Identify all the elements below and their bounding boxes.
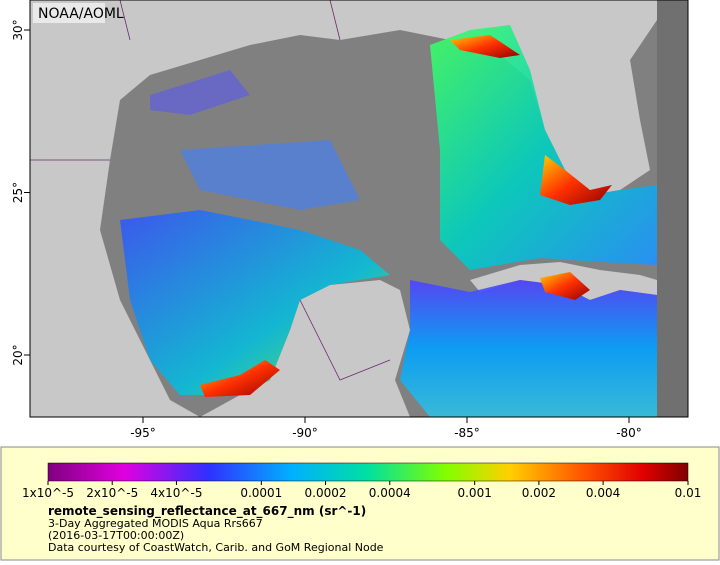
border-line xyxy=(30,0,391,381)
coastal-high xyxy=(540,272,590,300)
colorbar-tick-label: 0.0001 xyxy=(240,486,282,500)
colorbar xyxy=(47,462,689,482)
x-tick-label: -95° xyxy=(130,426,156,440)
data-swath xyxy=(400,280,657,417)
data-swath xyxy=(180,140,360,210)
colorbar-tick-label: 4x10^-5 xyxy=(150,486,202,500)
no-data-strip xyxy=(657,0,688,417)
colorbar-tick-label: 0.0002 xyxy=(305,486,347,500)
colorbar-tick-label: 0.002 xyxy=(522,486,556,500)
land xyxy=(30,0,657,417)
colorbar-tick-label: 0.01 xyxy=(675,486,702,500)
land xyxy=(200,280,410,417)
y-tick-label: 20° xyxy=(11,344,25,365)
description: 3-Day Aggregated MODIS Aqua Rrs667 xyxy=(48,517,263,530)
x-tick-label: -90° xyxy=(292,426,318,440)
y-tick-label: 30° xyxy=(11,19,25,40)
colorbar-tick-label: 0.0004 xyxy=(369,486,411,500)
map-frame xyxy=(29,0,689,418)
credit: NOAA/AOML xyxy=(38,6,124,22)
data-swath xyxy=(430,25,657,270)
colorbar-tick-label: 0.004 xyxy=(586,486,620,500)
data-swath xyxy=(120,210,390,395)
coastal-high xyxy=(200,360,280,397)
y-tick-label: 25° xyxy=(11,182,25,203)
credit-box xyxy=(33,3,105,23)
coastal-high xyxy=(450,35,520,58)
x-tick-label: -80° xyxy=(616,426,642,440)
colorbar-tick-label: 0.001 xyxy=(457,486,491,500)
variable-name: remote_sensing_reflectance_at_667_nm (sr… xyxy=(48,504,366,519)
time: (2016-03-17T00:00:00Z) xyxy=(48,529,184,542)
map: NOAA/AOML xyxy=(29,0,689,418)
data-credit: Data courtesy of CoastWatch, Carib. and … xyxy=(48,541,384,554)
data-swath xyxy=(150,70,250,115)
coastal-high xyxy=(540,155,612,205)
x-tick-label: -85° xyxy=(454,426,480,440)
colorbar-tick-label: 1x10^-5 xyxy=(22,486,74,500)
colorbar-tick-label: 2x10^-5 xyxy=(86,486,138,500)
